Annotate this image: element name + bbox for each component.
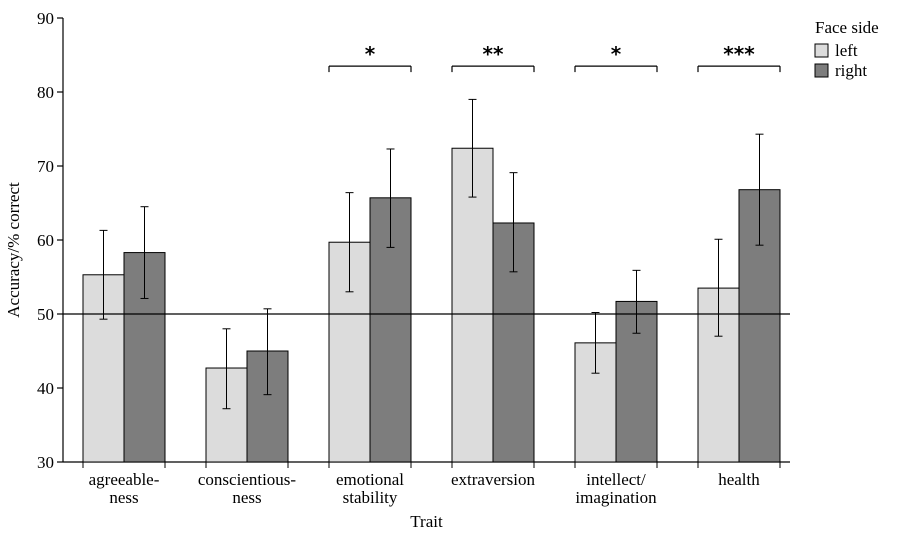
category-label: ness <box>232 488 261 507</box>
category-label: agreeable- <box>89 470 160 489</box>
significance-label: * <box>365 42 376 66</box>
x-axis-title: Trait <box>410 512 443 531</box>
significance-label: * <box>611 42 622 66</box>
category-label: emotional <box>336 470 404 489</box>
significance-label: *** <box>723 42 755 66</box>
y-tick-label: 30 <box>37 453 54 472</box>
category-label: imagination <box>575 488 657 507</box>
category-label: conscientious- <box>198 470 297 489</box>
legend-swatch-right <box>814 63 829 78</box>
y-tick-label: 60 <box>37 231 54 250</box>
y-tick-label: 50 <box>37 305 54 324</box>
bar-left <box>451 147 494 463</box>
category-label: ness <box>109 488 138 507</box>
category-label: extraversion <box>451 470 536 489</box>
plot-area: 30405060708090agreeable-nessconscientiou… <box>4 9 879 531</box>
legend-title: Face side <box>815 18 879 37</box>
y-axis-title: Accuracy/% correct <box>4 182 23 318</box>
legend-label-right: right <box>835 61 867 80</box>
legend-swatch-left <box>814 43 829 58</box>
significance-label: ** <box>483 42 504 66</box>
y-tick-label: 80 <box>37 83 54 102</box>
category-label: stability <box>343 488 398 507</box>
category-label: health <box>718 470 760 489</box>
legend-label-left: left <box>835 41 858 60</box>
category-label: intellect/ <box>586 470 646 489</box>
y-tick-label: 40 <box>37 379 54 398</box>
y-tick-label: 70 <box>37 157 54 176</box>
y-tick-label: 90 <box>37 9 54 28</box>
bar-right <box>246 350 289 463</box>
